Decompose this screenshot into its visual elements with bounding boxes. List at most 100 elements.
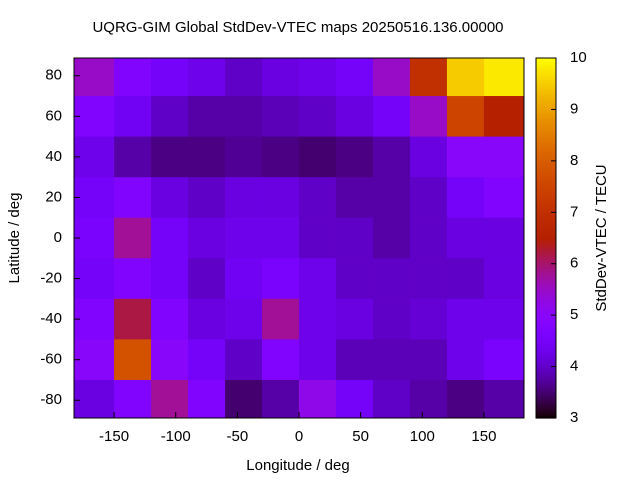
heat-cell	[114, 379, 152, 419]
colorbar-tick-label: 3	[570, 409, 578, 426]
colorbar-segment	[536, 175, 556, 179]
colorbar-segment	[536, 133, 556, 137]
colorbar-segment	[536, 412, 556, 416]
colorbar-segment	[536, 295, 556, 299]
colorbar-segment	[536, 283, 556, 287]
heat-cell	[151, 136, 189, 178]
colorbar-segment	[536, 292, 556, 296]
heat-cell	[335, 217, 374, 259]
heat-cell	[446, 136, 485, 178]
heat-cell	[446, 298, 485, 340]
heat-cell	[409, 379, 448, 419]
colorbar-segment	[536, 364, 556, 368]
colorbar-segment	[536, 259, 556, 263]
heat-cell	[409, 217, 448, 259]
heat-cell	[483, 58, 525, 97]
colorbar-segment	[536, 382, 556, 386]
heat-cell	[225, 339, 263, 381]
colorbar-segment	[536, 271, 556, 275]
heat-cell	[225, 217, 263, 259]
heat-cell	[372, 258, 411, 300]
heat-cell	[372, 96, 411, 138]
heat-cell	[446, 58, 485, 97]
colorbar-segment	[536, 391, 556, 395]
heat-cell	[225, 258, 263, 300]
colorbar-segment	[536, 397, 556, 401]
heat-cell	[188, 58, 226, 97]
colorbar-segment	[536, 67, 556, 71]
colorbar-segment	[536, 349, 556, 353]
colorbar-segment	[536, 193, 556, 197]
x-tick-label: -150	[99, 428, 129, 445]
heat-cell	[74, 298, 115, 340]
heat-cell	[74, 258, 115, 300]
heat-cell	[446, 379, 485, 419]
heat-cell	[262, 96, 300, 138]
heat-cell	[446, 96, 485, 138]
heat-cell	[335, 339, 374, 381]
colorbar-segment	[536, 142, 556, 146]
colorbar-segment	[536, 301, 556, 305]
heat-cell	[262, 217, 300, 259]
colorbar-segment	[536, 163, 556, 167]
colorbar-segment	[536, 73, 556, 77]
colorbar-segment	[536, 202, 556, 206]
heat-cell	[188, 136, 226, 178]
colorbar-segment	[536, 247, 556, 251]
heat-cell	[483, 379, 525, 419]
y-tick-label: 60	[45, 107, 62, 124]
heat-cell	[225, 298, 263, 340]
chart-title: UQRG-GIM Global StdDev-VTEC maps 2025051…	[92, 19, 503, 36]
colorbar-segment	[536, 229, 556, 233]
heat-cell	[299, 217, 337, 259]
heat-cell	[335, 58, 374, 97]
heat-cell	[446, 339, 485, 381]
heat-cell	[114, 136, 152, 178]
colorbar-segment	[536, 400, 556, 404]
colorbar-segment	[536, 85, 556, 89]
heat-cell	[262, 258, 300, 300]
colorbar-segment	[536, 112, 556, 116]
y-tick-label: 20	[45, 188, 62, 205]
heat-cell	[483, 177, 525, 219]
heat-cell	[225, 58, 263, 97]
y-tick-label: -60	[40, 351, 62, 368]
colorbar-tick-label: 6	[570, 255, 578, 272]
heat-cell	[188, 379, 226, 419]
colorbar-segment	[536, 304, 556, 308]
colorbar-segment	[536, 223, 556, 227]
colorbar-segment	[536, 388, 556, 392]
colorbar-segment	[536, 115, 556, 119]
colorbar-segment	[536, 235, 556, 239]
colorbar-segment	[536, 70, 556, 74]
colorbar-segment	[536, 187, 556, 191]
colorbar-segment	[536, 325, 556, 329]
heat-cell	[372, 339, 411, 381]
heat-cell	[225, 177, 263, 219]
heat-cell	[74, 177, 115, 219]
colorbar-tick-label: 10	[570, 49, 587, 66]
colorbar-segment	[536, 148, 556, 152]
heat-cell	[114, 258, 152, 300]
colorbar-segment	[536, 358, 556, 362]
colorbar-segment	[536, 337, 556, 341]
heat-cell	[262, 177, 300, 219]
y-axis-label: Latitude / deg	[6, 193, 23, 284]
heat-cell	[225, 96, 263, 138]
y-tick-label: 0	[54, 229, 62, 246]
colorbar-segment	[536, 385, 556, 389]
colorbar-segment	[536, 154, 556, 158]
heat-cell	[151, 177, 189, 219]
heat-cell	[299, 177, 337, 219]
colorbar-segment	[536, 121, 556, 125]
heat-cell	[483, 258, 525, 300]
colorbar-segment	[536, 298, 556, 302]
heat-cell	[262, 136, 300, 178]
heat-cell	[409, 298, 448, 340]
heat-cell	[483, 298, 525, 340]
colorbar-segment	[536, 124, 556, 128]
colorbar-segment	[536, 196, 556, 200]
colorbar-segment	[536, 157, 556, 161]
heat-cell	[409, 96, 448, 138]
